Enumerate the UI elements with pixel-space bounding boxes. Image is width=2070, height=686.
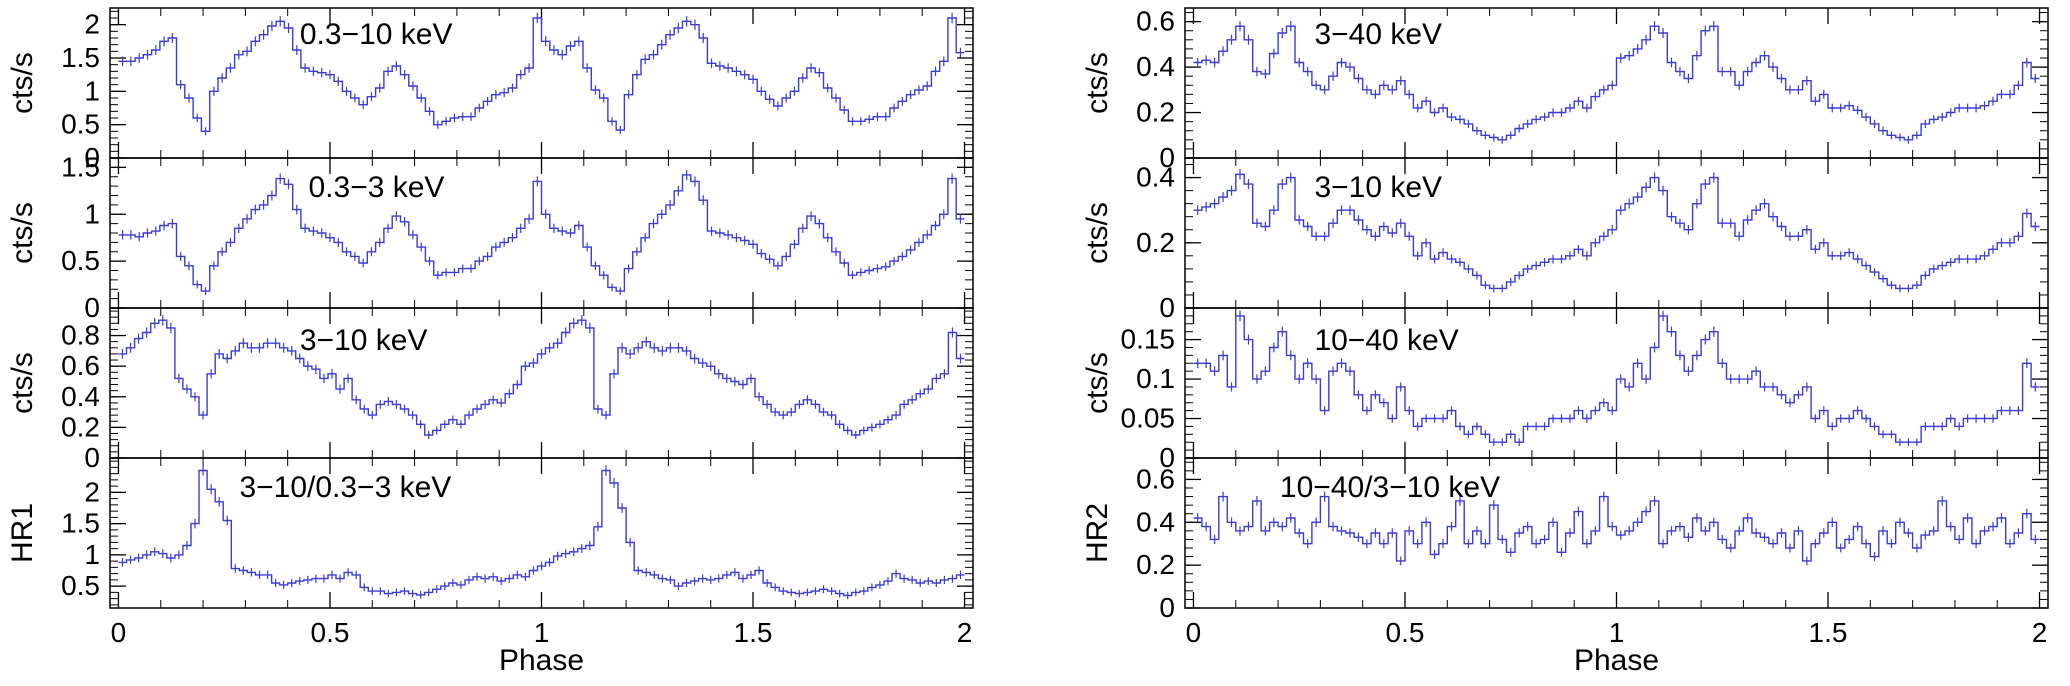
y-axis-label: HR1	[6, 503, 39, 563]
x-tick-label: 2	[2032, 617, 2048, 648]
series-group	[118, 315, 965, 440]
y-tick-label: 0.2	[1136, 549, 1175, 580]
band-label: 3−10 keV	[300, 324, 428, 357]
x-tick-label: 2	[957, 617, 973, 648]
series-group	[118, 169, 965, 295]
band-label: 10−40 keV	[1314, 324, 1458, 357]
y-tick-label: 0.6	[1136, 463, 1175, 494]
y-tick-label: 0.15	[1121, 324, 1176, 355]
panel-left-3: 00.20.40.60.8 cts/s 3−10 keV	[6, 307, 974, 473]
x-axis-label: Phase	[499, 644, 584, 677]
y-tick-label: 0.8	[61, 320, 100, 351]
band-label: 10−40/3−10 keV	[1280, 471, 1500, 504]
y-tick-label: 0.5	[61, 245, 100, 276]
y-axis-label: cts/s	[1081, 352, 1114, 414]
y-tick-label: 0.6	[61, 350, 100, 381]
y-tick-label: 0.4	[1136, 51, 1175, 82]
y-tick-label: 0	[84, 292, 100, 323]
series-line	[1193, 25, 2040, 141]
x-tick-label: 0	[1186, 617, 1202, 648]
y-tick-label: 1	[84, 539, 100, 570]
series-line	[118, 319, 965, 436]
y-tick-label: 1.5	[61, 151, 100, 182]
series-line	[118, 469, 965, 597]
y-tick-label: 0	[84, 442, 100, 473]
y-tick-label: 0.2	[1136, 227, 1175, 258]
series-group	[1193, 21, 2040, 144]
band-label: 3−10 keV	[1314, 171, 1442, 204]
y-tick-label: 1	[84, 198, 100, 229]
y-tick-label: 0	[1159, 142, 1175, 173]
band-label: 3−40 keV	[1314, 18, 1442, 51]
panel-left-2: 0 0.5 1 1.5 cts/s 0.3−3 keV	[6, 151, 974, 323]
y-tick-label: 0.4	[61, 381, 100, 412]
series-line	[1193, 173, 2040, 290]
y-tick-label: 0.5	[61, 109, 100, 140]
y-tick-label: 0.2	[1136, 97, 1175, 128]
y-tick-label: 0	[84, 142, 100, 173]
panel-right-1: 0 0.2 0.4 0.6 cts/s 3−40 keV	[1081, 6, 2049, 173]
y-tick-label: 1.5	[61, 508, 100, 539]
series-line	[118, 174, 965, 292]
y-tick-label: 0.05	[1121, 403, 1176, 434]
series-line	[118, 17, 965, 132]
panel-right-4: 0 0.2 0.4 0.6 0 0.5 1 1.5 2 Phase HR2 10−40/3−10 ke…	[1081, 457, 2049, 677]
y-tick-label: 0.4	[1136, 506, 1175, 537]
plot-frame	[109, 307, 974, 459]
x-tick-label: 0.5	[311, 617, 350, 648]
series-group	[118, 465, 965, 600]
band-label: 0.3−3 keV	[308, 171, 444, 204]
band-label: 3−10/0.3−3 keV	[239, 471, 451, 504]
x-tick-label: 0	[111, 617, 127, 648]
y-axis-label: cts/s	[1081, 202, 1114, 264]
y-axis-label: cts/s	[6, 52, 39, 114]
y-tick-label: 0.4	[1136, 162, 1175, 193]
x-tick-label: 0.5	[1386, 617, 1425, 648]
series-line	[1193, 495, 2040, 562]
y-tick-label: 0.2	[61, 411, 100, 442]
plot-frame	[109, 157, 974, 309]
y-tick-label: 0.1	[1136, 363, 1175, 394]
y-axis-label: HR2	[1081, 503, 1114, 563]
y-axis-label: cts/s	[6, 202, 39, 264]
x-tick-label: 1	[1609, 617, 1625, 648]
y-axis-label: cts/s	[6, 352, 39, 414]
y-tick-label: 1.5	[61, 42, 100, 73]
panel-right-2: 0 0.2 0.4 cts/s 3−10 keV	[1081, 157, 2049, 323]
series-group	[118, 12, 965, 136]
y-tick-label: 1	[84, 75, 100, 106]
y-tick-label: 2	[84, 476, 100, 507]
x-axis-label: Phase	[1574, 644, 1659, 677]
series-group	[1193, 310, 2040, 447]
series-group	[1193, 169, 2040, 293]
y-tick-label: 0.6	[1136, 6, 1175, 37]
x-tick-label: 1.5	[734, 617, 773, 648]
y-tick-label: 0	[1159, 442, 1175, 473]
series-group	[1193, 491, 2040, 566]
panel-left-1: 00.511.52 cts/s 0.3−10 keV	[6, 7, 974, 173]
x-tick-label: 1.5	[1809, 617, 1848, 648]
band-label: 0.3−10 keV	[300, 18, 453, 51]
y-axis-label: cts/s	[1081, 52, 1114, 114]
y-tick-label: 0	[1159, 292, 1175, 323]
right-column: 0 0.2 0.4 0.6 cts/s 3−40 keV 0 0.2 0.4 cts/s 3−10…	[1081, 6, 2049, 677]
y-tick-label: 0.5	[61, 570, 100, 601]
y-tick-label: 2	[84, 9, 100, 40]
x-tick-label: 1	[534, 617, 550, 648]
y-tick-label: 0	[1159, 592, 1175, 623]
